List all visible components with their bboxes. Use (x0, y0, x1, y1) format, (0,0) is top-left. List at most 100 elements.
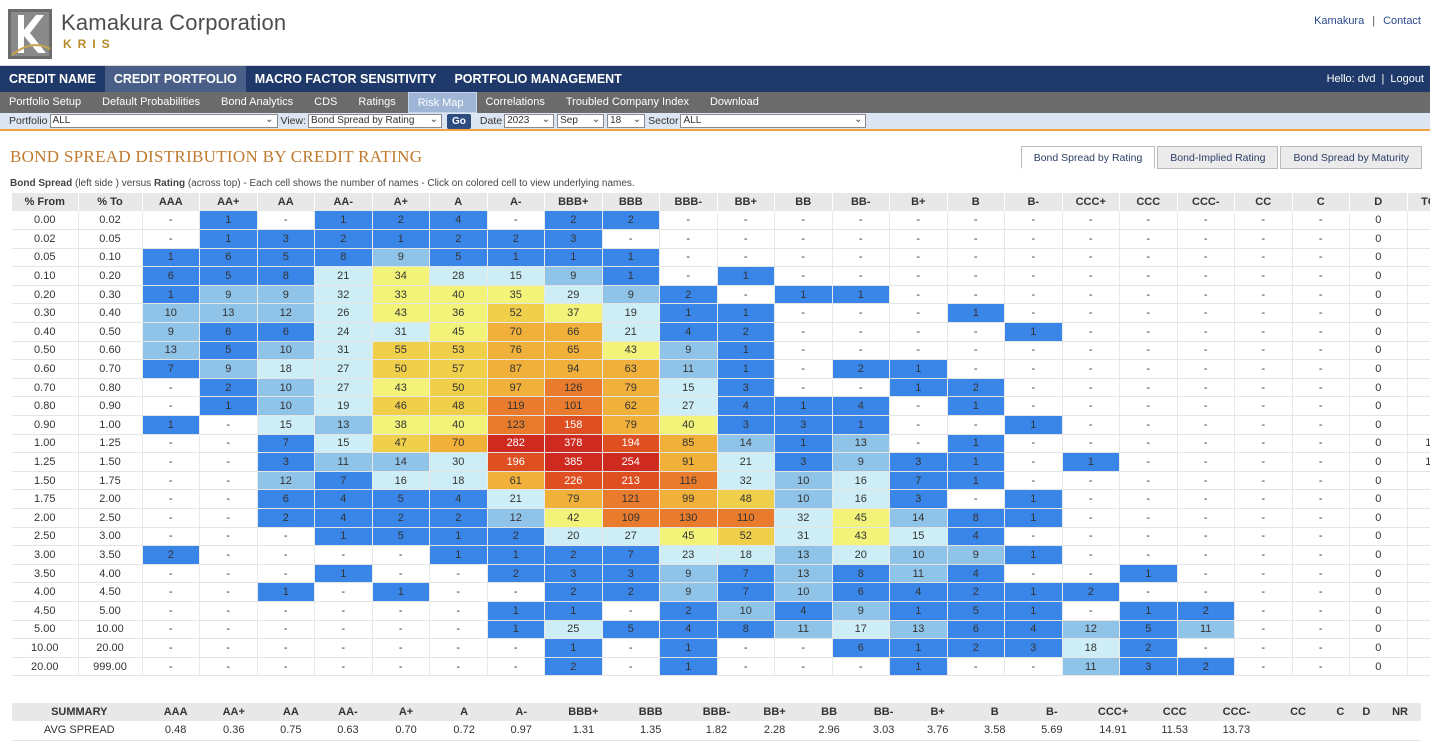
count-cell[interactable]: 3 (602, 564, 660, 584)
count-cell[interactable]: 1 (1004, 322, 1063, 342)
count-cell[interactable]: 10 (142, 303, 200, 324)
count-cell[interactable]: 3 (889, 489, 948, 509)
count-cell[interactable]: 4 (659, 322, 718, 342)
count-cell[interactable]: 13 (774, 564, 833, 584)
count-cell[interactable]: 94 (544, 359, 603, 379)
count-cell[interactable]: 9 (257, 285, 315, 305)
count-cell[interactable]: 5 (199, 341, 258, 361)
count-cell[interactable]: 40 (429, 285, 488, 305)
count-cell[interactable]: 116 (659, 471, 718, 491)
count-cell[interactable]: 4 (1004, 620, 1063, 640)
count-cell[interactable]: 62 (602, 396, 660, 417)
count-cell[interactable]: 13 (774, 545, 833, 565)
count-cell[interactable]: 3 (257, 229, 315, 249)
count-cell[interactable]: 1 (889, 378, 948, 398)
count-cell[interactable]: 1 (544, 601, 603, 621)
count-cell[interactable]: 32 (314, 285, 373, 305)
count-cell[interactable]: 9 (832, 452, 890, 472)
count-cell[interactable]: 13 (314, 415, 373, 435)
count-cell[interactable]: 13 (889, 620, 948, 640)
count-cell[interactable]: 9 (199, 359, 258, 379)
count-cell[interactable]: 31 (314, 341, 373, 361)
count-cell[interactable]: 1 (142, 285, 200, 305)
count-cell[interactable]: 3 (257, 452, 315, 472)
count-cell[interactable]: 79 (602, 378, 660, 398)
count-cell[interactable]: 99 (659, 489, 718, 509)
count-cell[interactable]: 4 (717, 396, 775, 417)
count-cell[interactable]: 1 (659, 638, 718, 658)
count-cell[interactable]: 1 (889, 601, 948, 621)
year-select[interactable]: 2023 ⌄ (504, 114, 555, 128)
count-cell[interactable]: 11 (659, 359, 718, 379)
count-cell[interactable]: 2 (257, 508, 315, 528)
count-cell[interactable]: 1 (1004, 415, 1063, 435)
count-cell[interactable]: 2 (602, 211, 660, 231)
count-cell[interactable]: 20 (832, 545, 890, 565)
count-cell[interactable]: 15 (889, 527, 948, 547)
count-cell[interactable]: 1 (314, 211, 373, 231)
count-cell[interactable]: 16 (372, 471, 430, 491)
count-cell[interactable]: 6 (142, 266, 200, 286)
count-cell[interactable]: 12 (257, 303, 315, 324)
count-cell[interactable]: 11 (1177, 620, 1235, 640)
nav-portfolio-management[interactable]: PORTFOLIO MANAGEMENT (454, 72, 622, 86)
subnav-download[interactable]: Download (709, 96, 759, 108)
count-cell[interactable]: 1 (199, 396, 258, 417)
count-cell[interactable]: 61 (487, 471, 545, 491)
count-cell[interactable]: 12 (1062, 620, 1120, 640)
logout-link[interactable]: Logout (1390, 73, 1424, 85)
count-cell[interactable]: 1 (314, 564, 373, 584)
count-cell[interactable]: 1 (1119, 601, 1178, 621)
count-cell[interactable]: 45 (659, 527, 718, 547)
count-cell[interactable]: 1 (372, 582, 430, 602)
count-cell[interactable]: 130 (659, 508, 718, 528)
month-select[interactable]: Sep ⌄ (557, 114, 605, 128)
count-cell[interactable]: 1 (487, 545, 545, 565)
count-cell[interactable]: 52 (487, 303, 545, 324)
count-cell[interactable]: 3 (717, 415, 775, 435)
count-cell[interactable]: 2 (429, 508, 488, 528)
count-cell[interactable]: 2 (487, 564, 545, 584)
count-cell[interactable]: 50 (372, 359, 430, 379)
count-cell[interactable]: 4 (314, 489, 373, 509)
tab-bond-spread-by-rating[interactable]: Bond Spread by Rating (1020, 146, 1156, 169)
count-cell[interactable]: 11 (774, 620, 833, 640)
count-cell[interactable]: 1 (1004, 545, 1063, 565)
subnav-correlations[interactable]: Correlations (485, 96, 545, 108)
count-cell[interactable]: 1 (1119, 564, 1178, 584)
count-cell[interactable]: 18 (717, 545, 775, 565)
count-cell[interactable]: 4 (947, 564, 1005, 584)
count-cell[interactable]: 16 (832, 471, 890, 491)
count-cell[interactable]: 7 (314, 471, 373, 491)
count-cell[interactable]: 27 (602, 527, 660, 547)
count-cell[interactable]: 43 (832, 527, 890, 547)
count-cell[interactable]: 87 (487, 359, 545, 379)
count-cell[interactable]: 2 (1119, 638, 1178, 658)
count-cell[interactable]: 1 (947, 471, 1005, 491)
count-cell[interactable]: 2 (1177, 657, 1235, 677)
count-cell[interactable]: 16 (832, 489, 890, 509)
count-cell[interactable]: 29 (544, 285, 603, 305)
kamakura-link[interactable]: Kamakura (1314, 15, 1365, 27)
count-cell[interactable]: 21 (487, 489, 545, 509)
count-cell[interactable]: 15 (659, 378, 718, 398)
count-cell[interactable]: 4 (947, 527, 1005, 547)
count-cell[interactable]: 1 (832, 415, 890, 435)
count-cell[interactable]: 6 (199, 248, 258, 268)
count-cell[interactable]: 34 (372, 266, 430, 286)
count-cell[interactable]: 2 (372, 508, 430, 528)
count-cell[interactable]: 70 (487, 322, 545, 342)
kamakura-logo-icon[interactable] (8, 9, 52, 59)
count-cell[interactable]: 1 (659, 303, 718, 324)
count-cell[interactable]: 1 (544, 638, 603, 658)
count-cell[interactable]: 282 (487, 434, 545, 454)
count-cell[interactable]: 1 (429, 545, 488, 565)
count-cell[interactable]: 10 (774, 489, 833, 509)
count-cell[interactable]: 6 (199, 322, 258, 342)
subnav-troubled-company-index[interactable]: Troubled Company Index (565, 96, 689, 108)
subnav-ratings[interactable]: Ratings (358, 96, 396, 108)
portfolio-select[interactable]: ALL ⌄ (49, 114, 278, 128)
count-cell[interactable]: 27 (659, 396, 718, 417)
count-cell[interactable]: 6 (832, 638, 890, 658)
count-cell[interactable]: 85 (659, 434, 718, 454)
